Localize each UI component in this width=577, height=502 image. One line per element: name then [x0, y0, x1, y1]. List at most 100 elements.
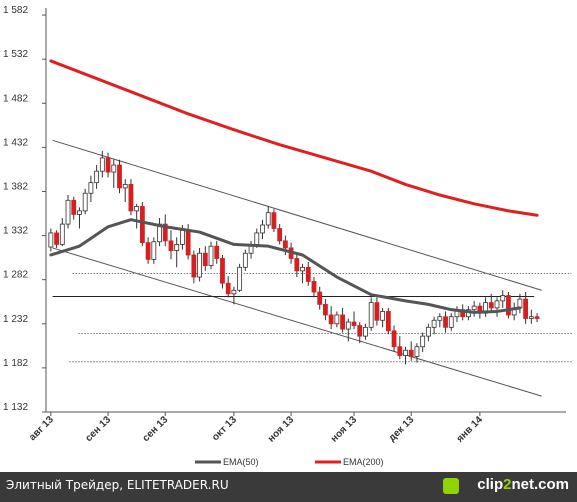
candlestick-chart: 1 132 1 182 1 232 1 282 1 332 1 382 1 432 1 482…: [3, 5, 574, 467]
candle-down: [71, 199, 77, 215]
candles: [48, 150, 540, 365]
candle-up: [414, 346, 420, 357]
candle-up: [403, 349, 408, 356]
ema-line-0: [49, 218, 522, 314]
candle-down: [385, 311, 391, 332]
legend-label: EMA(200): [343, 457, 384, 467]
candle-down: [105, 157, 111, 173]
candle-up: [65, 199, 71, 225]
candle-down: [488, 302, 494, 309]
candle-up: [48, 232, 54, 248]
candle-down: [168, 240, 174, 251]
x-tick-label: ноя 13: [329, 414, 360, 445]
y-tick-label: 1 132: [3, 402, 28, 413]
x-tick-label: сен 13: [141, 414, 171, 444]
candle-up: [208, 245, 214, 266]
y-axis: 1 132 1 182 1 232 1 282 1 332 1 382 1 432 1 482…: [3, 5, 47, 413]
logo-part-b: 2: [503, 476, 512, 493]
y-tick-label: 1 382: [3, 181, 28, 192]
candle-down: [328, 314, 334, 325]
candle-down: [220, 258, 225, 284]
candle-up: [260, 224, 265, 234]
legend: EMA(50) EMA(200): [195, 457, 384, 467]
logo-part-a: clip: [477, 476, 504, 493]
candle-down: [534, 316, 540, 319]
candle-up: [242, 252, 248, 268]
candle-down: [191, 254, 197, 278]
y-tick-label: 1 282: [3, 270, 28, 281]
candle-up: [151, 241, 157, 260]
candle-up: [99, 157, 105, 172]
candle-down: [128, 184, 134, 212]
candle-down: [397, 346, 403, 356]
candle-up: [300, 266, 305, 272]
candle-up: [265, 212, 271, 226]
candle-down: [323, 303, 328, 316]
candle-down: [185, 229, 191, 256]
candle-down: [139, 206, 145, 244]
candle-down: [225, 282, 231, 295]
candle-up: [88, 182, 94, 194]
candle-down: [357, 325, 363, 337]
candle-down: [145, 242, 151, 260]
candle-up: [82, 192, 88, 212]
candle-down: [311, 281, 317, 293]
candle-down: [282, 240, 288, 249]
candle-up: [500, 295, 506, 302]
trendline-solid: [52, 247, 542, 397]
candle-up: [420, 335, 426, 348]
y-tick-label: 1 432: [3, 137, 28, 148]
candle-up: [380, 311, 386, 321]
x-tick-label: окт 13: [210, 414, 239, 443]
candle-up: [174, 244, 180, 251]
candle-up: [254, 232, 260, 245]
candle-down: [294, 258, 300, 272]
candle-up: [77, 210, 82, 215]
candle-down: [443, 316, 448, 328]
trendline-solid: [52, 139, 542, 291]
candle-down: [277, 228, 283, 242]
candle-up: [528, 316, 534, 319]
candle-up: [94, 170, 100, 184]
trendlines: [52, 139, 574, 397]
legend-label: EMA(50): [223, 457, 259, 467]
y-tick-label: 1 582: [3, 5, 28, 16]
candle-up: [231, 289, 237, 295]
candle-up: [122, 184, 128, 189]
candle-up: [59, 223, 65, 245]
candle-down: [202, 252, 208, 266]
candle-up: [237, 266, 243, 291]
clip2net-logo-icon: [443, 478, 459, 494]
candle-down: [374, 302, 380, 321]
candle-down: [523, 298, 529, 319]
y-tick-label: 1 232: [3, 314, 28, 325]
footer-logo[interactable]: clip2net.com: [477, 476, 569, 493]
y-tick-label: 1 332: [3, 226, 28, 237]
candle-down: [391, 330, 397, 348]
y-tick-label: 1 482: [3, 93, 28, 104]
footer-source-text: Элитный Трейдер, ELITETRADER.RU: [6, 478, 229, 492]
candle-down: [117, 164, 122, 189]
candle-up: [134, 206, 140, 212]
ema-lines: [49, 59, 539, 314]
candle-down: [408, 349, 414, 357]
candle-up: [448, 316, 454, 328]
candle-down: [54, 232, 59, 245]
candle-down: [162, 223, 168, 242]
candle-up: [471, 305, 477, 311]
candle-up: [111, 164, 117, 173]
candle-up: [363, 326, 368, 337]
candle-up: [431, 319, 437, 328]
candle-down: [214, 245, 220, 259]
y-tick-label: 1 532: [3, 49, 28, 60]
x-axis: авг 13 сен 13 сен 13 окт 13 ноя 13 ноя 13 дек …: [27, 411, 566, 445]
candle-up: [437, 316, 443, 321]
x-tick-label: авг 13: [27, 414, 56, 443]
candle-down: [351, 321, 357, 326]
candle-up: [494, 300, 500, 309]
candle-up: [197, 252, 202, 278]
candle-up: [334, 314, 340, 325]
x-tick-label: янв 14: [455, 414, 486, 445]
candle-down: [305, 266, 311, 282]
x-tick-label: ноя 13: [266, 414, 297, 445]
